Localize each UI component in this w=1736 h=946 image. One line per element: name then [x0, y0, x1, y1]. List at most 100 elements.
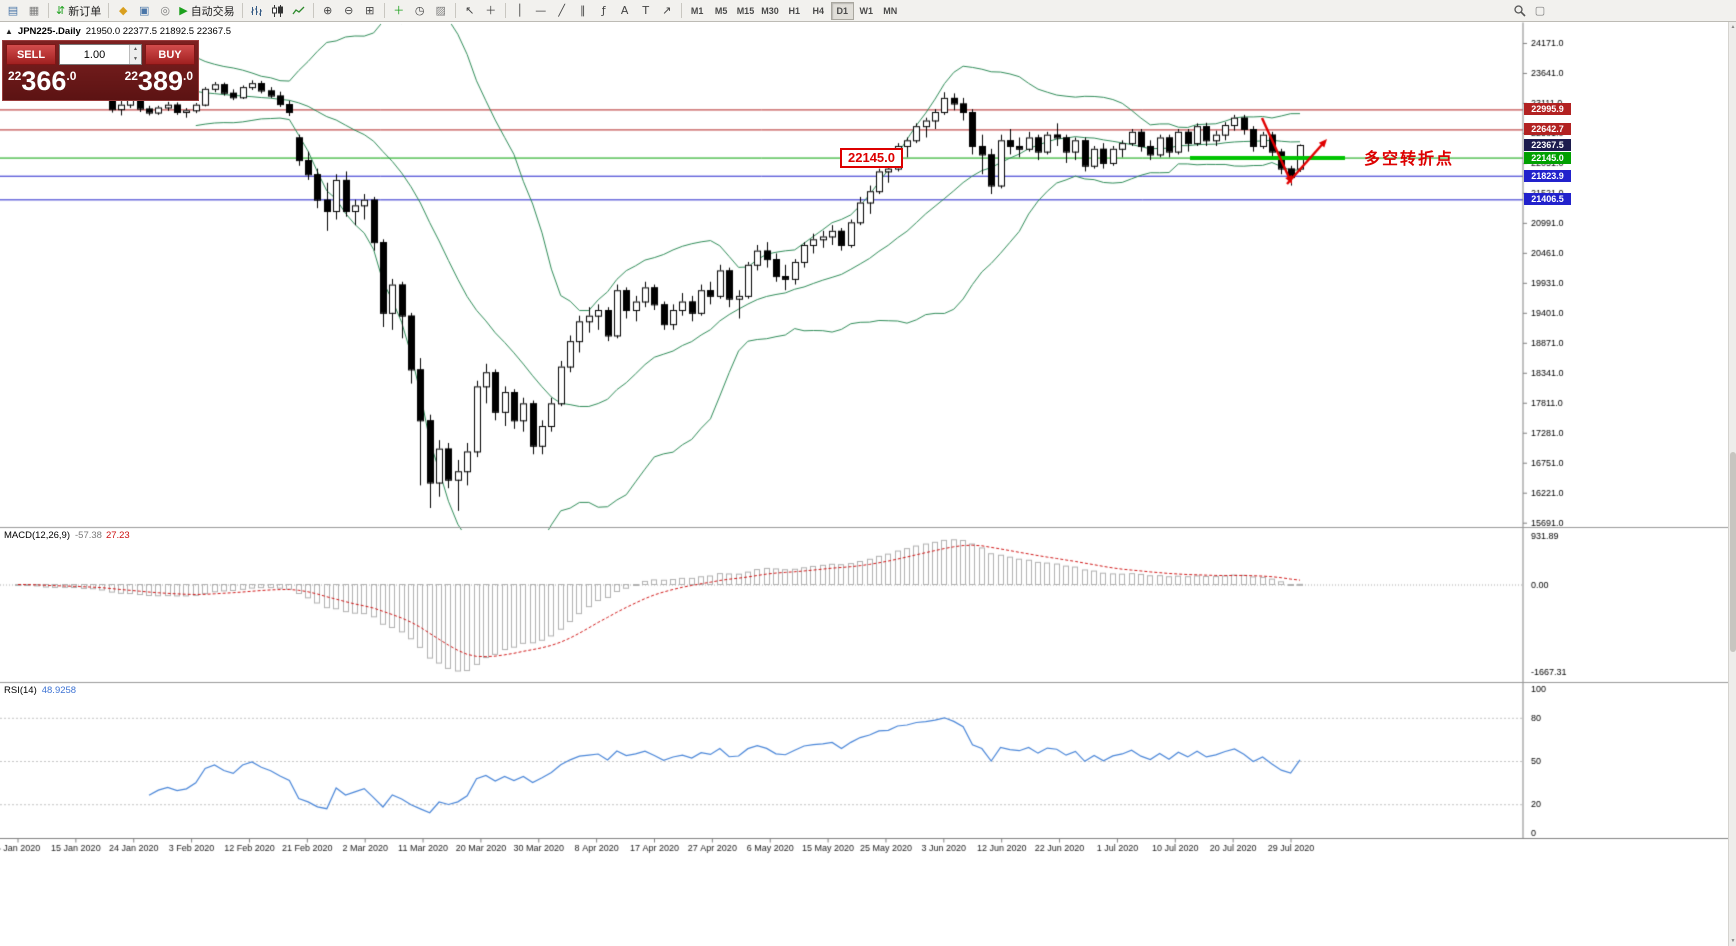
buy-price-prefix: 22: [124, 69, 138, 83]
turning-point-note: 多空转折点: [1364, 151, 1455, 168]
new-order-label: 新订单: [68, 5, 102, 18]
one-click-collapse-arrow[interactable]: ▲: [5, 27, 13, 36]
volume-input[interactable]: [60, 45, 141, 64]
profiles-icon: ▦: [28, 4, 40, 17]
crosshair-button[interactable]: ＋: [481, 2, 501, 20]
cursor-button[interactable]: ↖: [460, 2, 480, 20]
timeframe-button-h1[interactable]: H1: [783, 2, 806, 20]
new-order-icon: ⇵: [56, 4, 66, 17]
data-window-icon: ▣: [139, 4, 150, 17]
arrows-icon: ↗: [662, 4, 672, 17]
tile-windows-button[interactable]: ⊞: [360, 2, 380, 20]
macd-indicator-label: MACD(12,26,9) -57.38 27.23: [4, 530, 130, 541]
timeframe-group: M1 M5 M15 M30 H1 H4 D1 W1 MN: [686, 1, 902, 20]
axis-price-tag: 22995.9: [1524, 103, 1571, 116]
new-chart-button[interactable]: ▤: [3, 2, 23, 20]
cursor-icon: ↖: [465, 4, 475, 17]
channel-icon: ∥: [579, 4, 586, 17]
line-chart-button[interactable]: [289, 2, 309, 20]
new-chart-icon: ▤: [7, 4, 19, 17]
sell-price-decimal: .0: [66, 69, 77, 83]
auto-trading-icon: ▶: [179, 4, 188, 17]
macd-main-value: -57.38: [75, 530, 102, 541]
text-button[interactable]: A: [615, 2, 635, 20]
timeframe-button-m1[interactable]: M1: [686, 2, 709, 20]
candlestick-chart-button[interactable]: [268, 2, 288, 20]
periods-icon: ◷: [414, 4, 425, 17]
sell-button[interactable]: SELL: [6, 44, 56, 65]
volume-field: ▲ ▼: [59, 44, 142, 65]
bar-chart-icon: [251, 5, 263, 16]
rsi-name: RSI(14): [4, 685, 37, 696]
macd-signal-value: 27.23: [105, 530, 130, 541]
tile-windows-icon: ⊞: [365, 4, 375, 17]
toolbar-separator: [504, 3, 506, 18]
zoom-out-button[interactable]: ⊖: [339, 2, 359, 20]
timeframe-button-w1[interactable]: W1: [855, 2, 878, 20]
fibonacci-icon: ƒ: [601, 4, 606, 17]
buy-button[interactable]: BUY: [145, 44, 195, 65]
zoom-in-button[interactable]: ⊕: [318, 2, 338, 20]
buy-price-big-digits: 389: [137, 66, 183, 96]
vertical-scrollbar[interactable]: ▲ ▼: [1728, 22, 1736, 946]
templates-icon: ▨: [435, 4, 446, 17]
indicators-button[interactable]: ＋: [389, 2, 409, 20]
zoom-in-icon: ⊕: [323, 4, 333, 17]
vertical-line-button[interactable]: │: [510, 2, 530, 20]
bar-chart-button[interactable]: [247, 2, 267, 20]
trade-panel-controls: SELL ▲ ▼ BUY: [6, 44, 195, 65]
indicators-icon: ＋: [393, 4, 405, 17]
horizontal-line-icon: —: [535, 4, 547, 17]
trendline-icon: ╱: [558, 4, 565, 17]
timeframe-button-mn[interactable]: MN: [879, 2, 902, 20]
text-icon: A: [620, 4, 629, 17]
one-click-trading-panel: SELL ▲ ▼ BUY 22 366 .0 22 389 .0: [2, 40, 199, 101]
templates-button[interactable]: ▨: [431, 2, 451, 20]
timeframe-button-d1[interactable]: D1: [830, 1, 854, 20]
vertical-line-icon: │: [516, 4, 523, 17]
timeframe-button-m30[interactable]: M30: [758, 2, 782, 20]
toolbar-separator: [312, 3, 314, 18]
price-annotation-box: 22145.0: [840, 148, 903, 168]
fibonacci-button[interactable]: ƒ: [594, 2, 614, 20]
current-price-tag: 22367.5: [1524, 138, 1571, 151]
sell-price-big-digits: 366: [21, 66, 67, 96]
scrollbar-thumb[interactable]: [1730, 452, 1736, 652]
toolbar-separator: [680, 3, 682, 18]
volume-down-button[interactable]: ▼: [130, 54, 141, 64]
scrollbar-up-arrow[interactable]: ▲: [1730, 24, 1736, 30]
search-button[interactable]: [1509, 2, 1529, 20]
navigator-button[interactable]: ◎: [155, 2, 175, 20]
horizontal-line-button[interactable]: —: [531, 2, 551, 20]
search-icon: [1513, 5, 1526, 17]
profiles-button[interactable]: ▦: [24, 2, 44, 20]
crosshair-icon: ＋: [485, 4, 497, 17]
rsi-value: 48.9258: [41, 685, 77, 696]
help-button[interactable]: ▢: [1530, 2, 1550, 20]
market-watch-button[interactable]: ◆: [113, 2, 133, 20]
axis-price-tag: 21406.5: [1524, 193, 1571, 206]
periods-button[interactable]: ◷: [410, 2, 430, 20]
auto-trading-button[interactable]: ▶ 自动交易: [176, 2, 237, 20]
timeframe-button-h4[interactable]: H4: [807, 2, 830, 20]
candlestick-chart-icon: [272, 4, 284, 17]
volume-up-button[interactable]: ▲: [130, 45, 141, 55]
data-window-button[interactable]: ▣: [134, 2, 154, 20]
label-button[interactable]: T: [636, 2, 656, 20]
scrollbar-down-arrow[interactable]: ▼: [1730, 938, 1736, 944]
new-order-button[interactable]: ⇵ 新订单: [53, 2, 104, 20]
arrows-button[interactable]: ↗: [657, 2, 677, 20]
trendline-button[interactable]: ╱: [552, 2, 572, 20]
zoom-out-icon: ⊖: [344, 4, 354, 17]
timeframe-button-m5[interactable]: M5: [710, 2, 733, 20]
auto-trading-label: 自动交易: [190, 5, 235, 18]
axis-price-tag: 21823.9: [1524, 169, 1571, 182]
toolbar-separator: [454, 3, 456, 18]
channel-button[interactable]: ∥: [573, 2, 593, 20]
label-icon: T: [642, 4, 650, 17]
market-watch-icon: ◆: [118, 4, 128, 17]
timeframe-button-m15[interactable]: M15: [734, 2, 758, 20]
navigator-icon: ◎: [160, 4, 171, 17]
